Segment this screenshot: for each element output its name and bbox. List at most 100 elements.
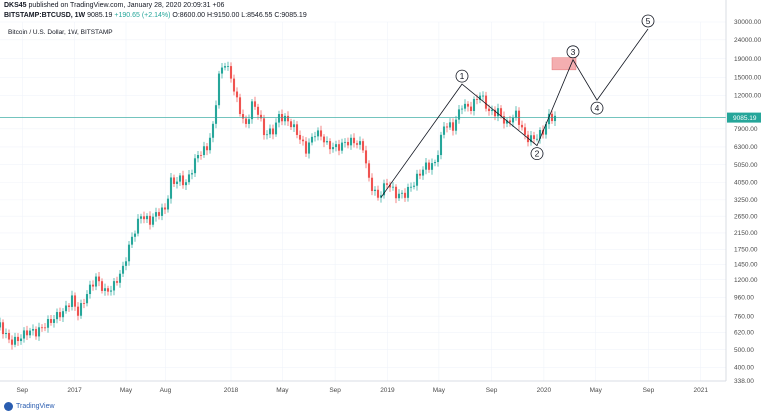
candle-body [55, 312, 59, 320]
candle-body [235, 91, 239, 98]
candle-body [64, 305, 68, 312]
candle-body [268, 128, 272, 135]
candle-body [466, 103, 470, 107]
candle-body [331, 147, 335, 150]
wave-marker-circle [566, 45, 580, 59]
wave-marker-label: 2 [535, 149, 540, 159]
candle-body [445, 126, 449, 128]
candle-body [361, 141, 365, 151]
candle-body [262, 118, 266, 136]
y-tick-label: 24000.00 [734, 37, 761, 44]
candle-body [112, 281, 116, 291]
candle-body [184, 182, 188, 186]
candle-body [502, 116, 506, 124]
logo-text: TradingView [16, 403, 55, 410]
candle-body [148, 215, 152, 225]
candle-body [418, 173, 422, 176]
candle-body [328, 141, 332, 150]
y-tick-label: 4050.00 [734, 179, 758, 186]
candle-body [241, 114, 245, 119]
candle-body [538, 130, 542, 139]
wave-marker-label: 1 [460, 71, 465, 81]
candle-body [322, 136, 326, 143]
candle-body [523, 127, 527, 135]
candle-body [118, 273, 122, 283]
candle-body [16, 336, 20, 342]
candle-body [79, 303, 83, 316]
candle-body [124, 261, 128, 266]
candle-body [343, 141, 347, 143]
candle-body [457, 109, 461, 120]
candle-body [259, 114, 263, 119]
wave-marker-label: 3 [571, 47, 576, 57]
candle-body [109, 290, 113, 292]
candle-body [427, 162, 431, 170]
candle-body [352, 137, 356, 144]
candle-body [238, 97, 242, 115]
candle-body [130, 236, 134, 245]
price-tag [727, 112, 761, 123]
candle-body [277, 114, 281, 123]
candle-body [448, 122, 452, 128]
candle-body [202, 146, 206, 156]
candle-body [274, 122, 278, 135]
candle-body [76, 306, 80, 316]
candle-body [70, 295, 74, 307]
candle-body [256, 106, 260, 115]
candle-body [199, 155, 203, 156]
candle-body [172, 177, 176, 184]
x-tick-label: Sep [16, 387, 28, 394]
candle-body [34, 329, 38, 337]
high-value: H:9150.00 [207, 12, 240, 19]
candle-body [319, 130, 323, 137]
candle-body [181, 175, 185, 186]
candle-body [292, 124, 296, 128]
candle-body [295, 124, 299, 135]
candle-body [463, 103, 467, 109]
last-price: 9085.19 [87, 12, 113, 19]
candle-body [265, 134, 269, 136]
candle-body [301, 139, 305, 142]
candle-body [166, 198, 170, 210]
x-tick-label: Sep [329, 387, 341, 394]
candle-body [415, 173, 419, 186]
candle-body [142, 216, 146, 220]
candle-body [1, 322, 5, 335]
candle-body [94, 276, 98, 287]
author-name[interactable]: DKS45 [4, 2, 27, 9]
candle-body [424, 162, 428, 170]
x-tick-label: May [590, 387, 603, 394]
candle-body [127, 244, 131, 262]
candle-body [46, 319, 50, 328]
candle-body [394, 186, 398, 199]
candle-body [0, 322, 2, 328]
candle-body [481, 95, 485, 97]
candle-body [271, 128, 275, 135]
candle-body [460, 108, 464, 110]
candle-body [283, 115, 287, 122]
candle-body [340, 142, 344, 151]
x-tick-label: 2020 [537, 387, 552, 394]
x-tick-label: 2017 [67, 387, 82, 394]
chart-title: Bitcoin / U.S. Dollar, 1W, BITSTAMP [8, 29, 113, 36]
candle-body [532, 135, 536, 139]
candle-body [37, 327, 41, 337]
x-tick-label: May [276, 387, 289, 394]
symbol-label: BITSTAMP:BTCUSD, 1W [4, 12, 86, 19]
candle-body [367, 163, 371, 178]
candle-body [289, 121, 293, 128]
candle-body [250, 101, 254, 120]
candle-body [178, 175, 182, 182]
wave-marker-circle [641, 14, 655, 28]
published-text: published on TradingView.com, January 28… [28, 2, 225, 9]
candle-body [505, 120, 509, 124]
candle-body [31, 329, 35, 331]
candle-body [196, 155, 200, 159]
candle-body [154, 212, 158, 217]
candle-body [208, 137, 212, 151]
candle-body [316, 130, 320, 137]
tradingview-logo-icon [4, 402, 13, 411]
tradingview-logo[interactable]: TradingView [4, 402, 55, 411]
x-tick-label: Aug [160, 387, 172, 394]
